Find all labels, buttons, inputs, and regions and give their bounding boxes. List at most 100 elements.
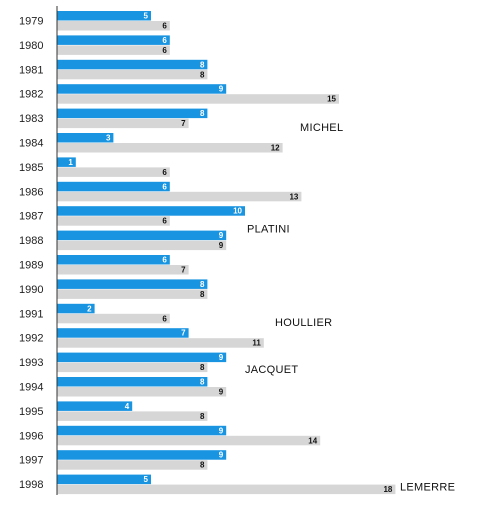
chart-row-1988: 1988 99 bbox=[19, 230, 227, 251]
year-tick-label: 1982 bbox=[19, 89, 43, 101]
bar-series-b bbox=[57, 191, 302, 202]
year-tick-label: 1986 bbox=[19, 186, 43, 198]
chart-row-1993: 1993 9 8 bbox=[19, 352, 227, 373]
bar-series-b bbox=[57, 387, 227, 397]
chart-row-1989: 1989 6 7 bbox=[19, 255, 189, 275]
year-tick-label: 1995 bbox=[19, 406, 43, 418]
coach-label-jacquet: JACQUET bbox=[245, 364, 298, 376]
value-label-series-b: 15 bbox=[327, 95, 336, 104]
coach-label-michel: MICHEL bbox=[300, 122, 343, 134]
bar-series-a bbox=[57, 59, 208, 70]
value-label-series-b: 8 bbox=[200, 412, 205, 421]
value-label-series-a: 5 bbox=[144, 475, 149, 484]
year-tick-label: 1993 bbox=[19, 357, 43, 369]
chart-row-1992: 1992 7 11 bbox=[19, 328, 264, 348]
bar-series-b bbox=[57, 484, 396, 495]
annotation-labels: MICHEL PLATINI HOULLIER JACQUET LEMERRE bbox=[245, 122, 455, 494]
bar-series-a bbox=[57, 181, 170, 192]
year-tick-label: 1983 bbox=[19, 113, 43, 125]
value-label-series-b: 6 bbox=[162, 46, 167, 55]
value-label-series-a: 8 bbox=[200, 109, 205, 118]
bar-series-a bbox=[57, 450, 227, 460]
chart-row-1995: 1995 4 8 bbox=[19, 401, 208, 421]
chart-row-1985: 1985 1 6 bbox=[19, 157, 170, 177]
bar-series-a bbox=[57, 35, 170, 45]
chart-row-1983: 1983 8 7 bbox=[19, 108, 208, 129]
chart-row-1981: 1981 88 bbox=[19, 59, 208, 80]
value-label-series-a: 8 bbox=[200, 280, 205, 289]
value-label-series-b: 7 bbox=[181, 266, 186, 275]
year-tick-label: 1984 bbox=[19, 138, 43, 150]
value-label-series-a: 9 bbox=[219, 426, 224, 435]
value-label-series-b: 8 bbox=[200, 290, 205, 299]
bar-series-b bbox=[57, 435, 321, 446]
year-tick-label: 1992 bbox=[19, 333, 43, 345]
bar-series-b bbox=[57, 45, 170, 55]
chart-row-1994: 1994 8 9 bbox=[19, 377, 227, 397]
value-label-series-b: 9 bbox=[219, 388, 224, 397]
bar-series-b bbox=[57, 69, 208, 80]
value-label-series-b: 8 bbox=[200, 461, 205, 470]
bar-series-a bbox=[57, 230, 227, 241]
value-label-series-a: 5 bbox=[144, 12, 149, 21]
year-tick-label: 1980 bbox=[19, 40, 43, 52]
bar-series-b bbox=[57, 167, 170, 177]
coach-label-houllier: HOULLIER bbox=[275, 317, 332, 329]
year-tick-label: 1997 bbox=[19, 455, 43, 467]
year-tick-label: 1988 bbox=[19, 235, 43, 247]
chart-row-1986: 1986 6 13 bbox=[19, 181, 302, 202]
value-label-series-a: 2 bbox=[87, 304, 92, 313]
year-tick-label: 1985 bbox=[19, 162, 43, 174]
coach-label-platini: PLATINI bbox=[247, 224, 290, 236]
bar-series-b bbox=[57, 21, 170, 31]
chart-row-1997: 1997 9 8 bbox=[19, 450, 227, 470]
value-label-series-a: 6 bbox=[162, 36, 167, 45]
bar-series-b bbox=[57, 265, 189, 275]
value-label-series-a: 1 bbox=[68, 158, 73, 167]
value-label-series-a: 9 bbox=[219, 451, 224, 460]
bar-series-b bbox=[57, 313, 170, 324]
value-label-series-b: 6 bbox=[162, 168, 167, 177]
chart-row-1980: 1980 66 bbox=[19, 35, 170, 55]
value-label-series-b: 18 bbox=[383, 485, 392, 494]
value-label-series-a: 9 bbox=[219, 231, 224, 240]
bar-series-a bbox=[57, 303, 95, 314]
bar-series-b bbox=[57, 289, 208, 299]
value-label-series-b: 14 bbox=[308, 436, 317, 445]
bar-series-a bbox=[57, 157, 76, 167]
value-label-series-a: 8 bbox=[200, 60, 205, 69]
bar-series-a bbox=[57, 401, 133, 411]
chart-row-1982: 1982 9 15 bbox=[19, 84, 339, 104]
bar-series-b bbox=[57, 338, 264, 348]
value-label-series-a: 3 bbox=[106, 134, 111, 143]
bar-series-b bbox=[57, 411, 208, 421]
bar-series-a bbox=[57, 474, 151, 485]
value-label-series-b: 12 bbox=[271, 144, 280, 153]
year-tick-label: 1989 bbox=[19, 260, 43, 272]
year-tick-label: 1994 bbox=[19, 382, 43, 394]
chart-row-1996: 1996 9 14 bbox=[19, 425, 321, 446]
value-label-series-b: 7 bbox=[181, 119, 186, 128]
bar-series-b bbox=[57, 240, 227, 251]
chart-row-1979: 1979 5 6 bbox=[19, 11, 170, 31]
year-tick-label: 1991 bbox=[19, 308, 43, 320]
value-label-series-a: 4 bbox=[125, 402, 130, 411]
bar-series-b bbox=[57, 118, 189, 129]
value-label-series-b: 6 bbox=[162, 217, 167, 226]
chart-row-1990: 1990 88 bbox=[19, 279, 208, 299]
value-label-series-b: 13 bbox=[289, 192, 298, 201]
bar-series-b bbox=[57, 362, 208, 373]
year-tick-label: 1996 bbox=[19, 430, 43, 442]
bar-series-a bbox=[57, 279, 208, 289]
value-label-series-b: 8 bbox=[200, 363, 205, 372]
bar-series-b bbox=[57, 216, 170, 226]
bar-series-b bbox=[57, 143, 283, 153]
year-tick-label: 1990 bbox=[19, 284, 43, 296]
value-label-series-b: 11 bbox=[252, 339, 261, 348]
bar-series-b bbox=[57, 460, 208, 470]
chart-row-1998: 1998 5 18 bbox=[19, 474, 396, 495]
value-label-series-b: 6 bbox=[162, 314, 167, 323]
bar-series-a bbox=[57, 133, 114, 143]
bar-series-b bbox=[57, 94, 339, 104]
